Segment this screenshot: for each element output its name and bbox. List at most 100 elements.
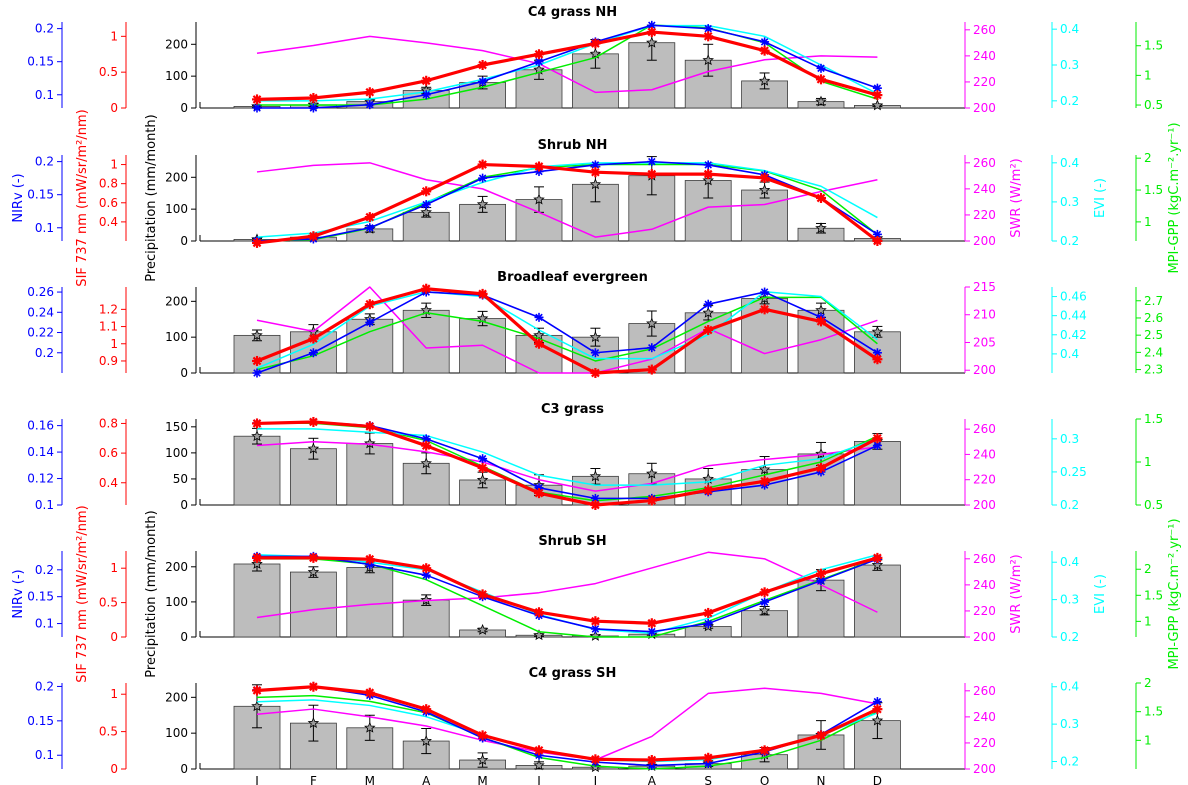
precip-star-marker <box>307 717 320 729</box>
evi-axis-tick-label: 0.4 <box>1060 156 1079 170</box>
nirv-series-marker <box>703 619 713 629</box>
swr-axis-tick-label: 200 <box>973 630 996 644</box>
sif-series-marker-stroke <box>252 686 262 695</box>
sif-series-marker-stroke <box>873 704 882 714</box>
sif-series-marker-stroke <box>591 500 600 510</box>
precip-star-marker <box>815 447 827 459</box>
sif-series-marker-stroke <box>309 682 318 692</box>
precip-star-marker <box>646 467 658 479</box>
gpp-axis-tick-label: 1.5 <box>1144 183 1163 197</box>
nirv-axis-tick-label: 0.15 <box>27 714 54 728</box>
gpp-axis-tick-label: 2.5 <box>1144 328 1163 342</box>
sif-series-marker-stroke <box>309 417 318 427</box>
gpp-axis-tick-label: 0.5 <box>1144 498 1163 512</box>
swr-axis-tick-label: 200 <box>973 363 996 377</box>
sif-series-marker-stroke <box>478 731 487 740</box>
sif-series-marker-stroke <box>703 485 713 495</box>
sif-series-line <box>256 30 878 101</box>
nirv-series-marker-stroke <box>253 369 261 377</box>
swr-axis-tick-label: 260 <box>973 156 996 170</box>
swr-axis-tick-label: 240 <box>973 710 996 724</box>
sif-axis-tick-label: 1 <box>110 337 118 351</box>
sif-axis-tick-label: 0.6 <box>99 196 118 210</box>
gpp-axis-title: MPI-GPP (kgC.m⁻².yr⁻¹) <box>1167 518 1182 669</box>
precip-axis-tick-label: 0 <box>180 366 188 380</box>
nirv-series-marker <box>590 348 600 358</box>
sif-series-marker-stroke <box>591 754 600 764</box>
nirv-series-marker-stroke <box>873 349 882 357</box>
sif-series-marker <box>308 92 319 103</box>
gpp-series-line <box>256 694 878 770</box>
precip-star-marker <box>871 714 884 726</box>
precip-star-marker <box>251 329 263 341</box>
nirv-series-marker <box>703 299 713 309</box>
nirv-series-marker <box>308 103 318 113</box>
nirv-series-marker-stroke <box>253 104 261 112</box>
sif-series-marker <box>646 27 657 38</box>
nirv-axis-tick-label: 0.1 <box>35 748 54 762</box>
sif-axis-tick-label: 1 <box>110 687 118 701</box>
evi-series-line <box>257 24 878 102</box>
sif-series-marker <box>477 60 488 70</box>
gpp-axis-tick-label: 2.3 <box>1144 363 1163 377</box>
sif-axis-tick-label: 0.9 <box>99 354 118 368</box>
sif-series-marker-stroke <box>252 238 262 248</box>
nirv-series-marker <box>647 343 657 353</box>
swr-series-line <box>256 551 878 619</box>
precip-star-marker <box>815 222 827 234</box>
sif-series-marker <box>816 74 826 85</box>
nirv-axis-tick-label: 0.2 <box>35 679 54 693</box>
nirv-series-marker-stroke <box>591 349 600 357</box>
sif-series-marker <box>364 87 375 98</box>
nirv-series-marker-stroke <box>760 38 769 46</box>
nirv-axis-tick-label: 0.22 <box>27 326 54 340</box>
nirv-series-marker-stroke <box>817 576 825 585</box>
precip-axis-tick-label: 200 <box>165 560 188 574</box>
sif-series-line <box>257 556 878 625</box>
sif-series-marker-stroke <box>478 590 487 599</box>
precip-axis-tick-label: 200 <box>165 170 188 184</box>
precip-star-marker <box>307 442 320 454</box>
sif-series-marker-stroke <box>478 160 487 169</box>
swr-axis-title: SWR (W/m²) <box>1009 554 1024 634</box>
nirv-series-line <box>256 291 878 374</box>
sif-series-marker-stroke <box>421 441 431 451</box>
sif-series-marker-stroke <box>534 162 544 171</box>
sif-series-marker-stroke <box>873 354 882 364</box>
nirv-axis-tick-label: 0.2 <box>35 22 54 36</box>
sif-series-marker-stroke <box>478 289 487 299</box>
sif-series-marker-stroke <box>873 553 882 563</box>
sif-axis-title: SIF 737 nm (mW/sr/m²/nm) <box>75 505 90 682</box>
precip-bar <box>402 599 450 638</box>
sif-series-marker <box>703 169 714 180</box>
month-label: N <box>817 774 826 785</box>
sif-series-marker <box>534 338 544 349</box>
sif-series-marker <box>308 681 319 692</box>
sif-series-marker <box>421 563 432 574</box>
nirv-series-marker <box>365 100 375 110</box>
precip-axis-tick-label: 0 <box>180 234 188 248</box>
nirv-series-marker-stroke <box>873 697 882 706</box>
swr-axis-title: SWR (W/m²) <box>1009 158 1024 238</box>
precip-star-marker <box>589 178 602 190</box>
precip-axis-tick-label: 150 <box>165 420 188 434</box>
nirv-series-marker <box>478 173 488 183</box>
precip-axis-tick-label: 100 <box>165 69 188 83</box>
sif-series-marker <box>421 283 432 294</box>
sif-series-marker <box>816 462 826 473</box>
sif-series-marker <box>590 167 601 178</box>
precip-bar <box>346 567 394 638</box>
sif-series-marker-stroke <box>534 339 544 349</box>
nirv-series-marker-stroke <box>704 161 712 169</box>
sif-series-marker <box>252 418 262 429</box>
sif-series-marker <box>534 49 544 60</box>
gpp-axis-tick-label: 1.5 <box>1144 588 1163 602</box>
panel-title: C4 grass NH <box>528 5 617 20</box>
evi-series-line <box>256 291 878 369</box>
nirv-series-marker-stroke <box>591 494 600 503</box>
sif-series-line <box>256 287 879 375</box>
sif-series-marker <box>872 433 883 444</box>
panel-title: C4 grass SH <box>529 666 617 681</box>
sif-series-line <box>256 420 879 507</box>
sif-series-marker <box>816 568 826 579</box>
